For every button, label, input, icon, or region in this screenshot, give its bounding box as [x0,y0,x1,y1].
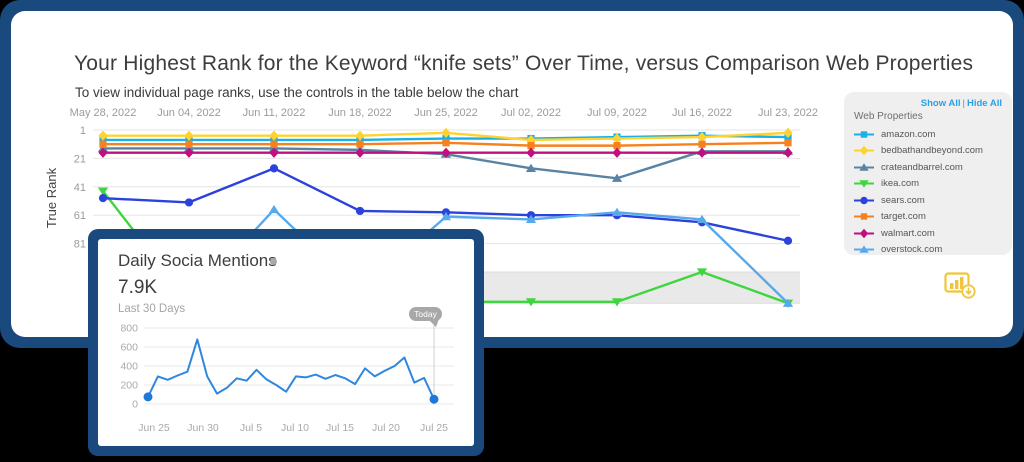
y-axis-label: 600 [120,342,138,354]
daily-mentions-value: 7.9K [118,277,158,298]
legend-marker-icon [854,146,874,156]
x-axis-label: Jun 04, 2022 [157,107,221,119]
legend-marker-icon [854,228,874,238]
legend-items: amazon.com bedbathandbeyond.com crateandba… [854,126,1002,258]
legend-item-target.com[interactable]: target.com [854,209,1002,226]
page-title: Your Highest Rank for the Keyword “knife… [74,52,974,75]
y-axis-label: 1 [80,125,86,137]
legend-item-label: walmart.com [881,227,935,239]
y-axis-label: 81 [74,239,86,251]
series-bedbathandbeyond.com [98,127,793,146]
x-axis-label: Jun 30 [187,422,219,434]
y-axis-label: 21 [74,153,86,165]
y-axis-label: 200 [120,380,138,392]
legend-item-sears.com[interactable]: sears.com [854,192,1002,209]
series-target.com [99,139,792,150]
x-axis-label: Jun 11, 2022 [243,107,306,119]
legend-item-overstock.com[interactable]: overstock.com [854,242,1002,259]
hide-all-link[interactable]: Hide All [966,98,1002,109]
legend-marker-icon [854,163,874,171]
x-axis-label: Jul 09, 2022 [587,107,647,119]
legend-marker-icon [854,180,874,188]
legend-item-label: target.com [881,211,926,223]
legend-item-label: bedbathandbeyond.com [881,145,983,157]
x-axis-label: Jul 02, 2022 [501,107,561,119]
y-axis-label: 400 [120,361,138,373]
y-axis-label: 0 [132,399,138,411]
today-badge: Today [409,307,442,327]
legend-links: Show All | Hide All [854,97,1002,110]
x-axis-label: Jul 5 [240,422,262,434]
legend-marker-icon [854,131,874,138]
legend-item-bedbathandbeyond.com[interactable]: bedbathandbeyond.com [854,143,1002,160]
legend-title: Web Properties [854,111,923,122]
legend-marker-icon [854,213,874,220]
series-walmart.com [98,147,793,158]
legend-item-label: ikea.com [881,178,920,190]
export-chart-icon[interactable] [944,272,978,300]
x-axis-label: Jul 10 [281,422,309,434]
info-dot-icon [270,258,277,265]
y-axis-title: True Rank [44,167,59,228]
x-axis-label: May 28, 2022 [70,107,137,119]
y-axis-label: 61 [74,210,86,222]
legend-item-label: overstock.com [881,244,943,256]
legend-item-crateandbarrel.com[interactable]: crateandbarrel.com [854,159,1002,176]
x-axis-label: Jul 16, 2022 [672,107,732,119]
x-axis-label: Jun 25 [138,422,170,434]
legend-item-ikea.com[interactable]: ikea.com [854,176,1002,193]
daily-mentions-range: Last 30 Days [118,303,186,315]
svg-text:Today: Today [414,309,437,319]
daily-mentions-card-body: Daily Socia Mentions 7.9K Last 30 Days 8… [98,239,474,446]
legend-item-label: crateandbarrel.com [881,161,963,173]
x-axis-label: Jul 15 [326,422,354,434]
x-axis-label: Jul 20 [372,422,400,434]
daily-mentions-card: Daily Socia Mentions 7.9K Last 30 Days 8… [88,229,484,456]
y-axis-label: 800 [120,323,138,335]
x-axis-label: Jun 18, 2022 [328,107,392,119]
legend-links-separator: | [962,98,965,109]
legend-panel: Show All | Hide All Web Properties amazon.… [844,92,1012,255]
show-all-link[interactable]: Show All [920,98,961,109]
x-axis-label: Jul 23, 2022 [758,107,818,119]
x-axis-label: Jun 25, 2022 [414,107,478,119]
legend-item-label: amazon.com [881,128,936,140]
legend-marker-icon [854,245,874,253]
legend-item-walmart.com[interactable]: walmart.com [854,225,1002,242]
x-axis-label: Jul 25 [420,422,448,434]
legend-marker-icon [854,196,874,204]
legend-item-label: sears.com [881,194,925,206]
page-subtitle: To view individual page ranks, use the c… [75,85,519,100]
legend-item-amazon.com[interactable]: amazon.com [854,126,1002,143]
daily-mentions-title: Daily Socia Mentions [118,251,277,270]
y-axis-label: 41 [74,182,86,194]
